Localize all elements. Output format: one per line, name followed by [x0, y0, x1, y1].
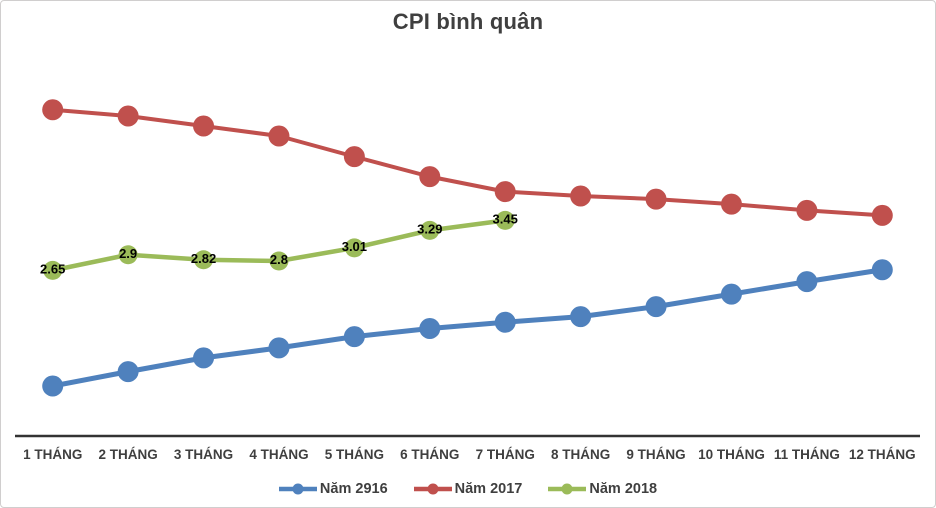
x-axis-label: 3 THÁNG [174, 447, 233, 462]
data-point-label: 3.01 [342, 239, 367, 254]
data-point-marker [42, 99, 64, 121]
series-line [52, 267, 883, 389]
x-axis-label: 11 THÁNG [774, 447, 840, 462]
data-point-marker [118, 245, 138, 265]
x-axis-label: 10 THÁNG [698, 447, 765, 462]
legend-item: Năm 2017 [413, 481, 523, 497]
data-point-label: 3.29 [417, 221, 442, 236]
data-point-marker [268, 125, 290, 147]
chart-title: CPI bình quân [392, 9, 544, 34]
legend-item: Năm 2916 [278, 481, 388, 497]
data-point-label: 2.65 [40, 261, 65, 276]
legend-line-marker-icon [278, 483, 317, 495]
legend-label: Năm 2018 [589, 481, 658, 497]
series-line [52, 107, 883, 218]
data-point-marker [269, 251, 289, 271]
data-point-marker [796, 271, 818, 293]
data-point-marker [871, 204, 893, 226]
data-point-marker [194, 250, 214, 270]
data-point-marker [645, 188, 667, 210]
chart-legend: Năm 2916 Năm 2017 Năm 2018 [1, 481, 935, 497]
data-point-marker [419, 318, 441, 339]
x-axis-label: 7 THÁNG [476, 447, 535, 462]
data-point-marker [343, 146, 365, 168]
data-point-marker [344, 238, 364, 258]
x-axis-label: 5 THÁNG [325, 447, 384, 462]
data-point-marker [193, 115, 215, 137]
x-axis-label: 2 THÁNG [98, 447, 157, 462]
data-point-marker [720, 283, 742, 305]
data-point-marker [193, 347, 215, 369]
x-axis-label: 4 THÁNG [249, 447, 308, 462]
x-axis-label: 1 THÁNG [23, 447, 82, 462]
data-point-marker [42, 375, 64, 397]
data-point-marker [117, 361, 139, 383]
data-point-marker [720, 193, 742, 215]
data-point-label: 3.45 [493, 211, 518, 226]
data-point-marker [419, 166, 441, 188]
data-point-marker [117, 105, 139, 127]
data-point-marker [871, 259, 893, 281]
data-point-marker [43, 260, 63, 280]
data-point-marker [495, 210, 515, 230]
x-axis-label: 12 THÁNG [849, 447, 916, 462]
data-point-marker [494, 311, 516, 333]
x-axis-label: 9 THÁNG [626, 447, 685, 462]
data-point-marker [645, 296, 667, 318]
x-axis-label: 8 THÁNG [551, 447, 610, 462]
legend-line-marker-icon [548, 483, 587, 495]
legend-line-marker-icon [413, 483, 452, 495]
data-point-marker [570, 306, 592, 328]
data-point-marker [420, 220, 440, 240]
data-point-marker [570, 185, 592, 207]
legend-label: Năm 2017 [454, 481, 523, 497]
data-point-label: 2.82 [191, 251, 216, 266]
data-point-marker [268, 337, 290, 359]
data-point-label: 2.8 [270, 252, 288, 267]
data-point-marker [796, 199, 818, 221]
legend-item: Năm 2018 [548, 481, 657, 497]
data-point-marker [494, 181, 516, 203]
x-axis-label: 6 THÁNG [400, 447, 459, 462]
legend-label: Năm 2916 [319, 481, 388, 497]
data-point-label: 2.9 [119, 246, 137, 261]
data-point-marker [343, 326, 365, 348]
